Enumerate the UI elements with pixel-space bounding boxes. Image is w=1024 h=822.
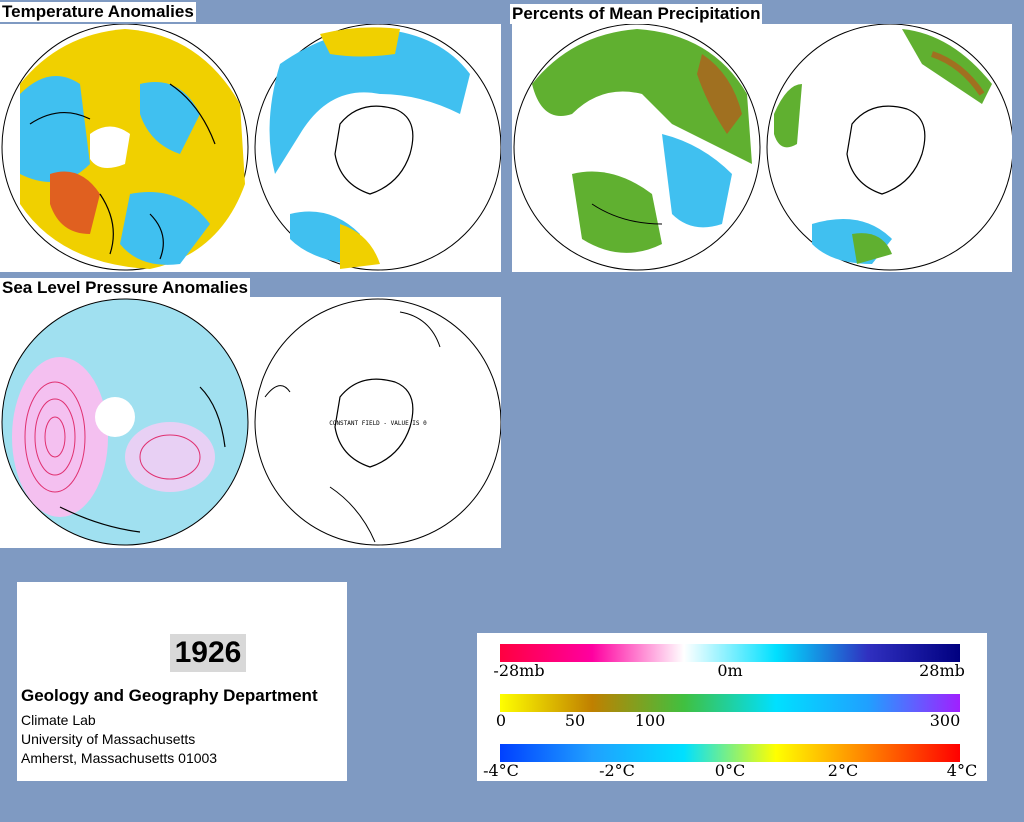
pressure-north-map xyxy=(1,298,249,546)
precipitation-north-map xyxy=(513,24,761,271)
precip-tick-50: 50 xyxy=(564,711,586,730)
temp-tick-4: 4°C xyxy=(946,761,978,780)
pressure-maps: CONSTANT FIELD - VALUE IS 0 xyxy=(1,298,501,546)
precip-tick-300: 300 xyxy=(929,711,961,730)
temp-tick-0: 0°C xyxy=(714,761,746,780)
pressure-tick-min: -28mb xyxy=(493,661,545,680)
temp-tick-2: 2°C xyxy=(827,761,859,780)
info-box xyxy=(17,582,347,781)
precipitation-title: Percents of Mean Precipitation xyxy=(510,4,763,24)
precip-tick-0: 0 xyxy=(495,711,507,730)
pressure-tick-max: 28mb xyxy=(919,661,965,680)
pressure-title: Sea Level Pressure Anomalies xyxy=(0,278,251,298)
university-name: University of Massachusetts xyxy=(21,731,196,747)
precipitation-maps xyxy=(513,24,1012,271)
pressure-color-bar xyxy=(500,644,960,662)
precip-tick-100: 100 xyxy=(634,711,666,730)
temperature-title: Temperature Anomalies xyxy=(0,2,196,22)
temperature-panel xyxy=(0,24,501,272)
department-name: Geology and Geography Department xyxy=(21,686,318,705)
precipitation-color-bar xyxy=(500,694,960,712)
address-line: Amherst, Massachusetts 01003 xyxy=(21,750,218,766)
year-label: 1926 xyxy=(170,634,246,672)
pressure-south-map: CONSTANT FIELD - VALUE IS 0 xyxy=(254,298,501,546)
temp-tick-neg4: -4°C xyxy=(483,761,519,780)
pressure-tick-zero: 0m xyxy=(717,661,743,680)
precipitation-panel xyxy=(512,24,1012,272)
temperature-maps xyxy=(1,24,501,271)
precipitation-south-map xyxy=(766,24,1012,271)
legend-bars xyxy=(500,644,960,762)
temperature-color-bar xyxy=(500,744,960,762)
constant-field-note: CONSTANT FIELD - VALUE IS 0 xyxy=(329,420,427,427)
lab-name: Climate Lab xyxy=(21,712,96,728)
pressure-panel: CONSTANT FIELD - VALUE IS 0 xyxy=(0,297,501,548)
temperature-south-map xyxy=(254,24,501,271)
temp-tick-neg2: -2°C xyxy=(599,761,635,780)
temperature-north-map xyxy=(1,24,249,271)
color-legend: -28mb 0m 28mb 0 50 100 300 -4°C -2°C 0°C… xyxy=(477,633,987,781)
